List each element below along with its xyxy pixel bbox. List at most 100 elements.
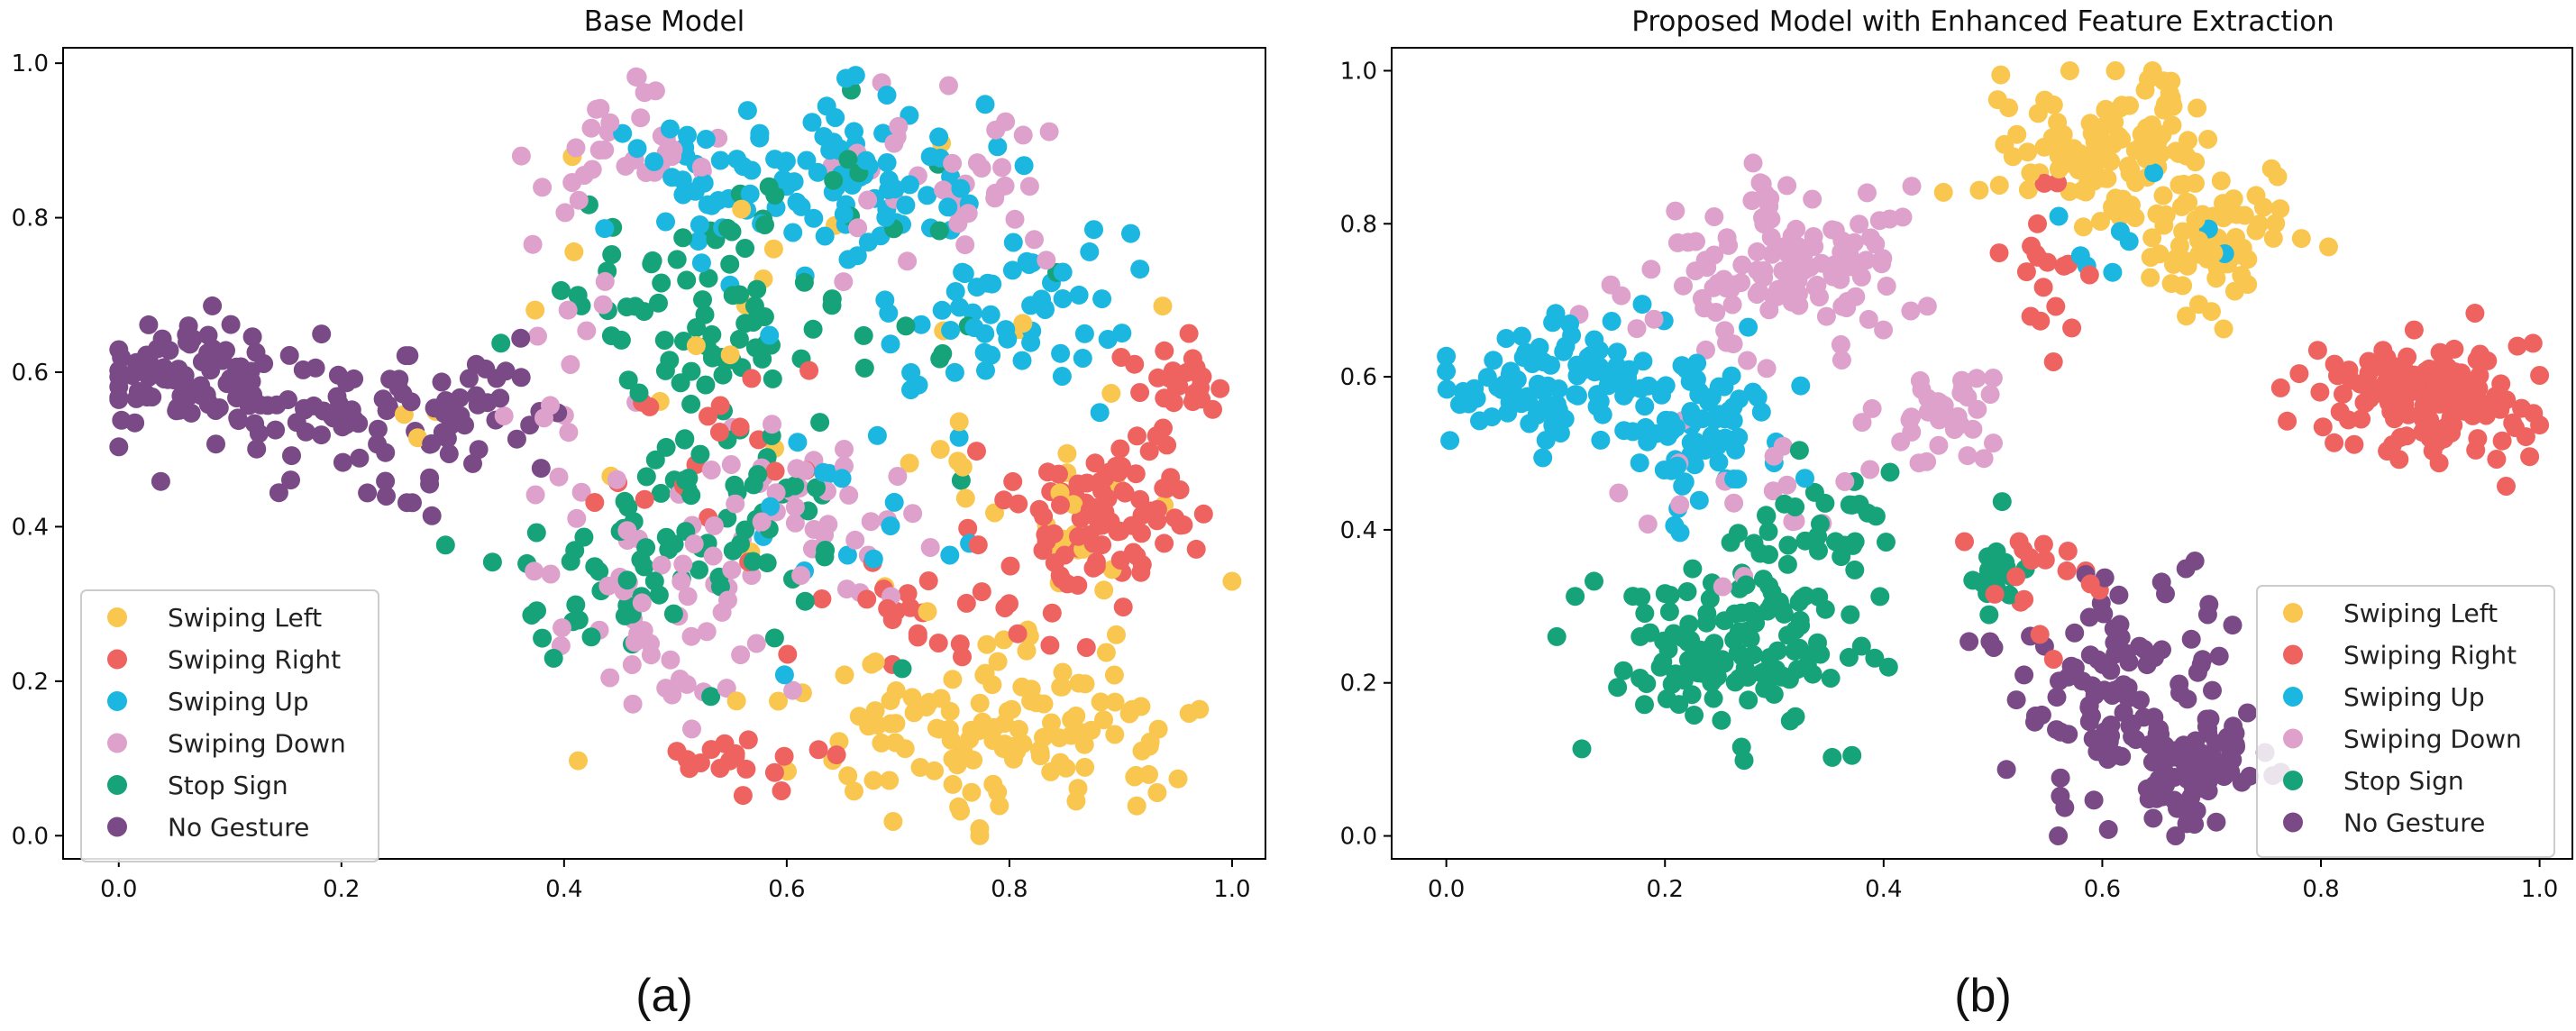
point-stop-sign [1683, 559, 1703, 579]
point-swiping-right [1086, 552, 1106, 571]
point-swiping-up [1751, 402, 1771, 422]
point-stop-sign [1991, 555, 2010, 575]
point-swiping-left [940, 701, 960, 721]
legend-marker [2283, 644, 2303, 665]
point-swiping-right [2328, 366, 2347, 386]
point-swiping-down [627, 68, 647, 87]
point-swiping-down [625, 633, 644, 652]
point-no-gesture [403, 493, 422, 513]
point-swiping-right [2354, 393, 2374, 413]
point-swiping-left [2198, 130, 2218, 149]
point-stop-sign [617, 297, 636, 317]
point-swiping-right [730, 417, 750, 437]
point-swiping-up [804, 208, 824, 228]
point-swiping-left [2053, 124, 2073, 144]
point-swiping-down [553, 618, 571, 638]
point-no-gesture [379, 397, 398, 417]
point-no-gesture [282, 446, 301, 466]
point-swiping-up [938, 197, 958, 217]
point-swiping-right [2440, 395, 2460, 415]
point-stop-sign [725, 475, 744, 495]
point-swiping-right [1068, 575, 1088, 595]
point-swiping-right [995, 598, 1015, 617]
point-swiping-up [783, 223, 803, 242]
point-swiping-right [812, 589, 832, 608]
point-stop-sign [1585, 571, 1603, 591]
point-swiping-right [2397, 426, 2416, 446]
point-swiping-left [886, 681, 906, 700]
point-swiping-left [1009, 719, 1028, 739]
point-stop-sign [615, 491, 635, 511]
point-swiping-left [1075, 757, 1095, 777]
point-swiping-down [561, 355, 580, 374]
point-swiping-right [2334, 384, 2352, 404]
point-swiping-left [1013, 314, 1033, 333]
point-swiping-down [934, 180, 954, 200]
point-swiping-right [2452, 363, 2471, 383]
point-stop-sign [1992, 492, 2012, 512]
legend-label: No Gesture [168, 813, 309, 843]
point-swiping-down [549, 467, 569, 487]
point-swiping-up [595, 219, 615, 239]
point-stop-sign [1877, 533, 1895, 552]
point-stop-sign [1725, 604, 1745, 624]
point-swiping-down [835, 440, 854, 459]
point-swiping-right [1108, 522, 1128, 542]
x-tick-label: 1.0 [1213, 876, 1250, 903]
point-swiping-right [1155, 341, 1174, 360]
point-swiping-down [839, 485, 859, 505]
point-swiping-right [1191, 378, 1210, 397]
point-no-gesture [177, 325, 196, 344]
point-swiping-right [2278, 411, 2297, 431]
point-swiping-left [955, 488, 975, 508]
point-swiping-down [641, 634, 660, 653]
point-swiping-left [2188, 98, 2207, 118]
point-swiping-right [2058, 542, 2078, 561]
point-swiping-down [681, 626, 701, 646]
point-swiping-left [862, 654, 882, 674]
point-swiping-right [2435, 364, 2455, 384]
point-stop-sign [696, 375, 716, 395]
point-stop-sign [636, 467, 656, 487]
point-swiping-down [569, 190, 589, 210]
point-no-gesture [466, 386, 486, 406]
point-no-gesture [2166, 826, 2186, 845]
point-swiping-down [1037, 251, 1056, 270]
point-stop-sign [735, 239, 755, 258]
point-swiping-right [1156, 479, 1176, 498]
point-no-gesture [2094, 604, 2114, 624]
point-swiping-right [2079, 265, 2099, 285]
point-swiping-up [1567, 366, 1587, 386]
point-swiping-left [970, 693, 990, 713]
point-swiping-down [1713, 577, 1732, 597]
point-swiping-right [1051, 495, 1070, 515]
point-swiping-up [918, 186, 937, 205]
point-swiping-up [814, 462, 833, 482]
point-swiping-left [2268, 167, 2288, 187]
point-swiping-up [1533, 448, 1553, 468]
point-swiping-left [1042, 713, 1061, 733]
point-swiping-right [2385, 409, 2404, 429]
point-no-gesture [160, 341, 179, 360]
point-swiping-left [943, 774, 963, 794]
point-no-gesture [2051, 768, 2070, 788]
point-swiping-right [2270, 378, 2290, 397]
point-swiping-down [541, 396, 560, 415]
point-no-gesture [2025, 706, 2045, 725]
point-swiping-left [988, 782, 1008, 802]
point-swiping-up [1017, 251, 1037, 271]
point-swiping-left [904, 703, 924, 723]
point-no-gesture [422, 506, 442, 525]
point-swiping-right [2307, 341, 2327, 360]
point-swiping-left [2021, 163, 2041, 183]
point-stop-sign [491, 333, 511, 353]
point-stop-sign [544, 648, 563, 668]
point-swiping-up [1437, 346, 1457, 366]
point-swiping-down [1667, 233, 1687, 252]
point-swiping-up [901, 380, 920, 399]
point-swiping-down [726, 494, 745, 514]
point-swiping-up [1002, 260, 1022, 280]
point-swiping-right [1038, 462, 1057, 482]
point-swiping-up [1715, 428, 1735, 448]
point-stop-sign [822, 296, 842, 315]
